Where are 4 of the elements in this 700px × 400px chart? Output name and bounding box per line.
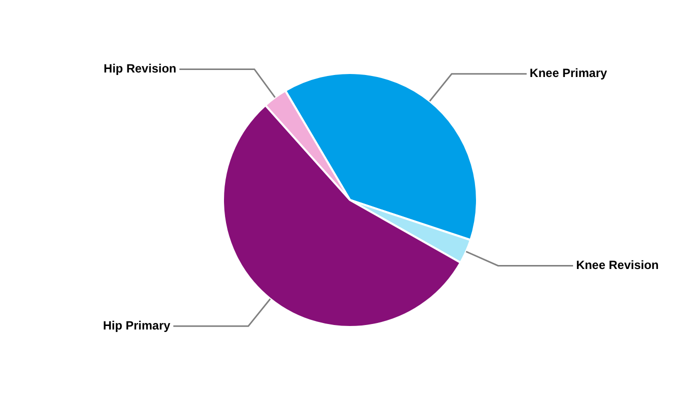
slice-label: Hip Primary [102, 318, 171, 332]
slice-label: Knee Primary [530, 66, 608, 80]
slice-label: Knee Revision [576, 258, 659, 272]
slice-label: Hip Revision [104, 62, 176, 76]
